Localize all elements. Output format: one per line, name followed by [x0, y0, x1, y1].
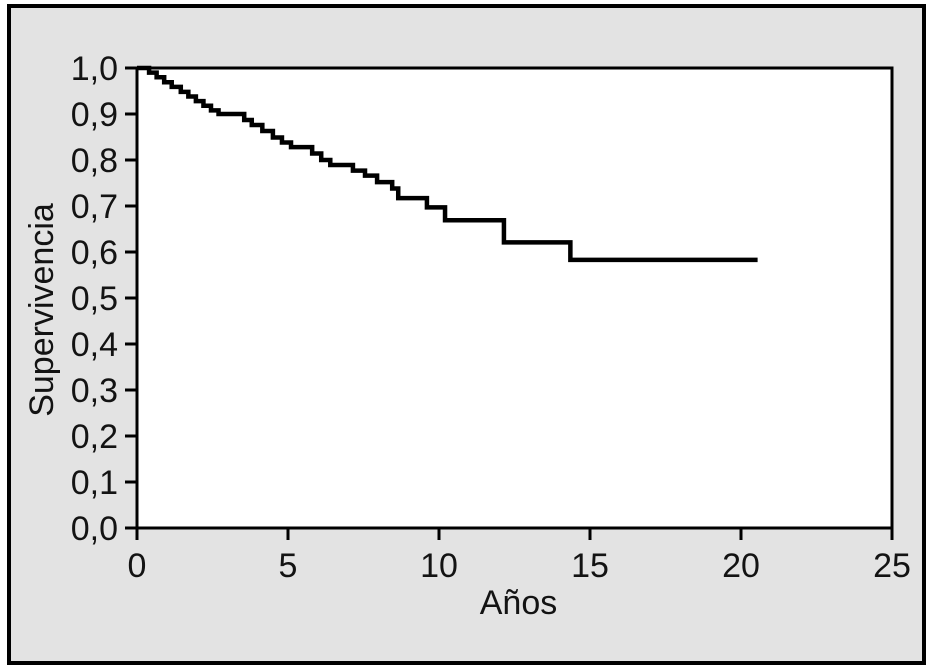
- y-axis-ticks: 0,0 0,1 0,2 0,3 0,4 0,5 0,6 0,7 0,8 0,9 1,0: [71, 50, 137, 548]
- x-tick-label: 0: [128, 547, 147, 585]
- y-tick-label: 0,5: [71, 280, 118, 318]
- y-tick-label: 0,4: [71, 326, 118, 364]
- y-tick-label: 0,9: [71, 96, 118, 134]
- x-tick-label: 10: [420, 547, 458, 585]
- x-tick-label: 5: [279, 547, 298, 585]
- x-tick-label: 20: [722, 547, 760, 585]
- y-tick-label: 0,7: [71, 188, 118, 226]
- x-axis-ticks: 0 5 10 15 20 25: [128, 528, 911, 585]
- y-tick-label: 0,0: [71, 510, 118, 548]
- x-tick-label: 25: [873, 547, 911, 585]
- y-tick-label: 0,6: [71, 234, 118, 272]
- plot-area: [135, 66, 894, 530]
- y-tick-label: 0,2: [71, 418, 118, 456]
- survival-curve: [137, 65, 758, 263]
- y-tick-label: 0,3: [71, 372, 118, 410]
- x-axis-label: Años: [480, 584, 558, 622]
- x-tick-label: 15: [571, 547, 609, 585]
- y-axis-label: Supervivencia: [23, 203, 61, 417]
- y-tick-label: 0,8: [71, 142, 118, 180]
- y-tick-label: 0,1: [71, 464, 118, 502]
- y-tick-label: 1,0: [71, 50, 118, 88]
